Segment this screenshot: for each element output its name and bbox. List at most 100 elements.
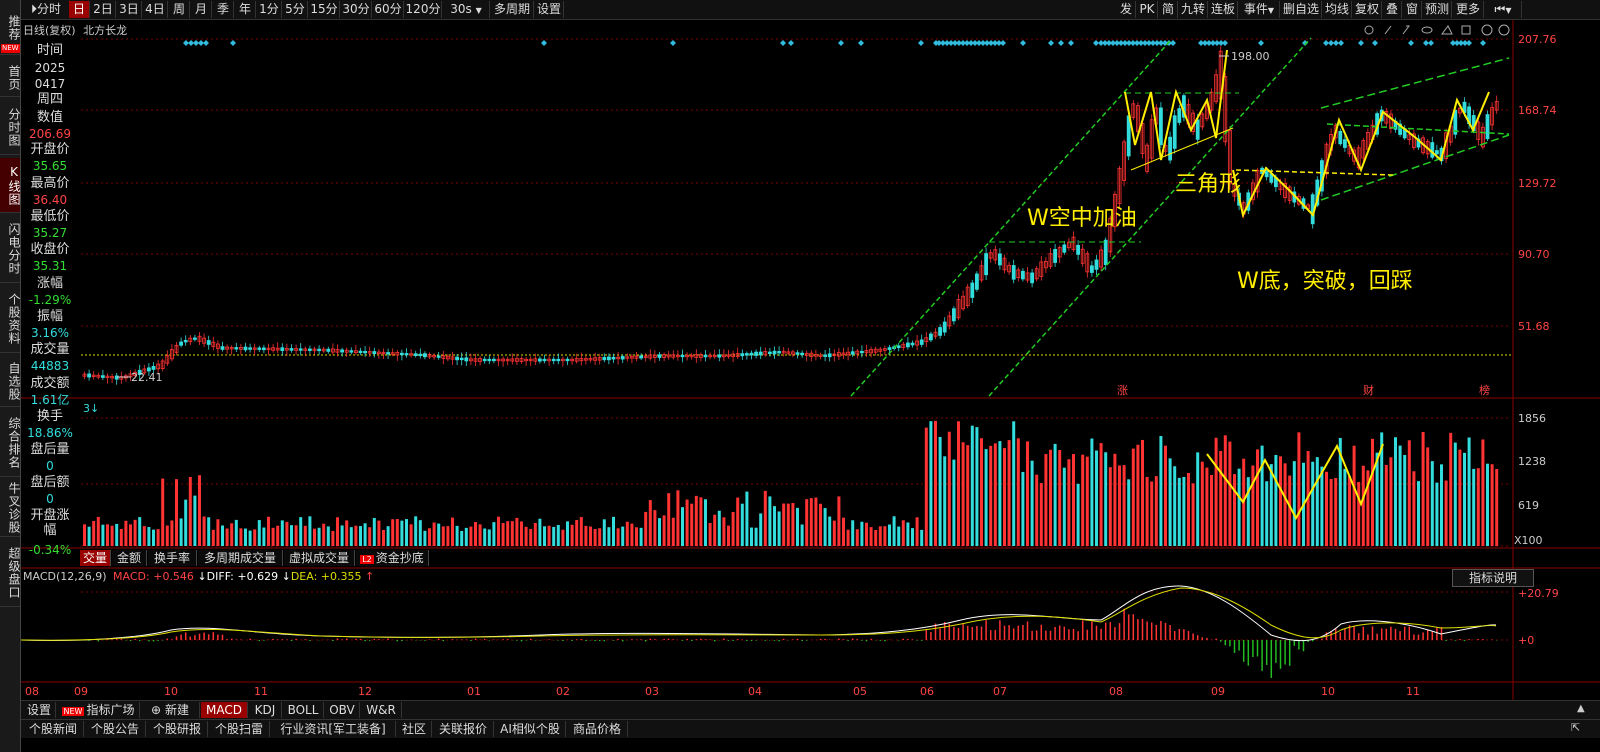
tab-volume[interactable]: 交量 [80,550,111,566]
toolbar-quarter[interactable]: 季 [213,1,234,18]
toolbar-15min[interactable]: 15分 [309,1,340,18]
toolbar-month[interactable]: 月 [191,1,212,18]
toolbar-window[interactable]: 窗 [1403,1,1422,18]
indicator-explain-button[interactable]: 指标说明 [1452,569,1534,587]
toolbar-5min[interactable]: 5分 [283,1,308,18]
signal-diamond [1408,40,1414,46]
volume-bar [294,525,298,546]
sidebar-item-profile[interactable]: 个股资料 [0,286,21,353]
tab-related-quotes[interactable]: 关联报价 [433,721,494,737]
toolbar-multi-period[interactable]: 多周期 [491,1,534,18]
toolbar-1min[interactable]: 1分 [257,1,282,18]
tab-indicator-square[interactable]: NEW 指标广场 [57,702,140,718]
toolbar-week[interactable]: 周 [169,1,190,18]
pin-icon[interactable]: ⇱ [1571,721,1581,734]
volume-bar [782,503,786,546]
sidebar-item-watchlist[interactable]: 自选股 [0,356,21,407]
toolbar-collapse[interactable]: ⏮▼ [1485,1,1522,18]
toolbar-more[interactable]: 更多 [1453,1,1484,18]
volume-bar [1237,468,1241,546]
expand-icon[interactable]: ▲ [1577,703,1585,714]
eye-icon[interactable] [1421,26,1433,34]
tab-virtual-volume[interactable]: 虚拟成交量 [284,550,355,566]
tab-commodity-prices[interactable]: 商品价格 [567,721,628,737]
sidebar-item-orderbook[interactable]: 超级盘口 [0,540,21,607]
zoom-out-icon[interactable] [1498,24,1510,36]
toolbar-remove-watch[interactable]: 删自选 [1281,1,1322,18]
signal-diamond [1093,40,1099,46]
tab-turnover[interactable]: 换手率 [148,550,197,566]
tab-stock-scan[interactable]: 个股扫雷 [209,721,270,737]
tab-new[interactable]: ⊕ 新建 [141,702,200,718]
mountain-icon[interactable] [1441,25,1453,35]
sidebar-item-diagnosis[interactable]: 牛叉诊股 [0,480,21,537]
toolbar-adjust[interactable]: 复权 [1353,1,1382,18]
toolbar-30s-dropdown[interactable]: 30s ▼ [443,1,490,18]
price-axis: 207.76 168.74 129.72 90.70 51.68 [1518,33,1557,333]
volume-bar [819,503,822,546]
volume-bar [993,443,997,546]
kline-chart[interactable]: 207.76 168.74 129.72 90.70 51.68 1856 12… [21,20,1600,700]
toolbar-publish[interactable]: 发 [1117,1,1136,18]
signal-diamond [1206,40,1212,46]
tab-stock-research[interactable]: 个股研报 [147,721,208,737]
volume-bar [1044,454,1048,546]
tab-amount[interactable]: 金额 [112,550,147,566]
toolbar-ma[interactable]: 均线 [1323,1,1352,18]
toolbar-overlay[interactable]: 叠 [1383,1,1402,18]
sidebar-item-kline[interactable]: K线图 [0,158,21,213]
event-marker-finance[interactable]: 财 [1363,383,1374,397]
tab-community[interactable]: 社区 [397,721,432,737]
tab-macd[interactable]: MACD [201,702,248,718]
toolbar-limit-board[interactable]: 连板 [1209,1,1238,18]
tab-boll[interactable]: BOLL [283,702,324,718]
line-tool-icon[interactable] [1384,25,1392,35]
tab-multi-period-volume[interactable]: 多周期成交量 [198,550,283,566]
volume-bar [119,528,123,546]
tab-obv[interactable]: OBV [325,702,360,718]
toolbar-120min[interactable]: 120分 [405,1,442,18]
sidebar-item-ranking[interactable]: 综合排名 [0,410,21,477]
toolbar-3day[interactable]: 3日 [117,1,142,18]
sidebar-item-home[interactable]: 首页 [0,60,21,97]
toolbar-nine-turn[interactable]: 九转 [1179,1,1208,18]
event-marker-limit-up[interactable]: 涨 [1117,384,1128,397]
toolbar-4day[interactable]: 4日 [143,1,168,18]
volume-bar [814,497,818,546]
gear-icon[interactable] [1364,25,1374,35]
zoom-in-icon[interactable] [1481,24,1493,36]
tab-wr[interactable]: W&R [361,702,402,718]
grid-icon[interactable] [1461,25,1471,35]
toolbar-60min[interactable]: 60分 [373,1,404,18]
volume-bar [326,526,330,546]
volume-label: 成交量 [30,342,70,357]
sidebar-item-recommend[interactable]: 推荐 [0,2,21,55]
volume-bar [441,526,445,546]
pen-icon[interactable] [1402,25,1410,35]
toolbar-day[interactable]: 日 [69,1,90,18]
sidebar-item-timeshare[interactable]: 分时图 [0,100,21,155]
sidebar-item-flash[interactable]: 闪电分时 [0,216,21,283]
toolbar-forecast[interactable]: 预测 [1423,1,1452,18]
volume-bar [1127,479,1131,546]
tab-label: 新建 [164,703,189,717]
toolbar-30min[interactable]: 30分 [341,1,372,18]
event-marker-ranking[interactable]: 榜 [1479,383,1490,397]
tab-ai-similar[interactable]: AI相似个股 [495,721,566,737]
close-label: 收盘价 [30,242,70,257]
toolbar-simple[interactable]: 简 [1159,1,1178,18]
toolbar-events[interactable]: 事件▼ [1239,1,1280,18]
toolbar-timeshare[interactable]: ⏵分时 [23,1,70,18]
toolbar-2day[interactable]: 2日 [91,1,116,18]
toolbar-year[interactable]: 年 [235,1,256,18]
tab-kdj[interactable]: KDJ [249,702,282,718]
toolbar-pk[interactable]: PK [1137,1,1158,18]
macd-tick: +0 [1518,634,1534,647]
tab-stock-announcement[interactable]: 个股公告 [85,721,146,737]
tab-settings[interactable]: 设置 [23,702,56,718]
tab-stock-news[interactable]: 个股新闻 [23,721,84,737]
toolbar-settings[interactable]: 设置 [535,1,564,18]
tab-capital-bottom[interactable]: L2 资金抄底 [356,550,429,566]
tab-industry-news[interactable]: 行业资讯[军工装备] [271,721,396,737]
volume-bar [681,507,684,546]
